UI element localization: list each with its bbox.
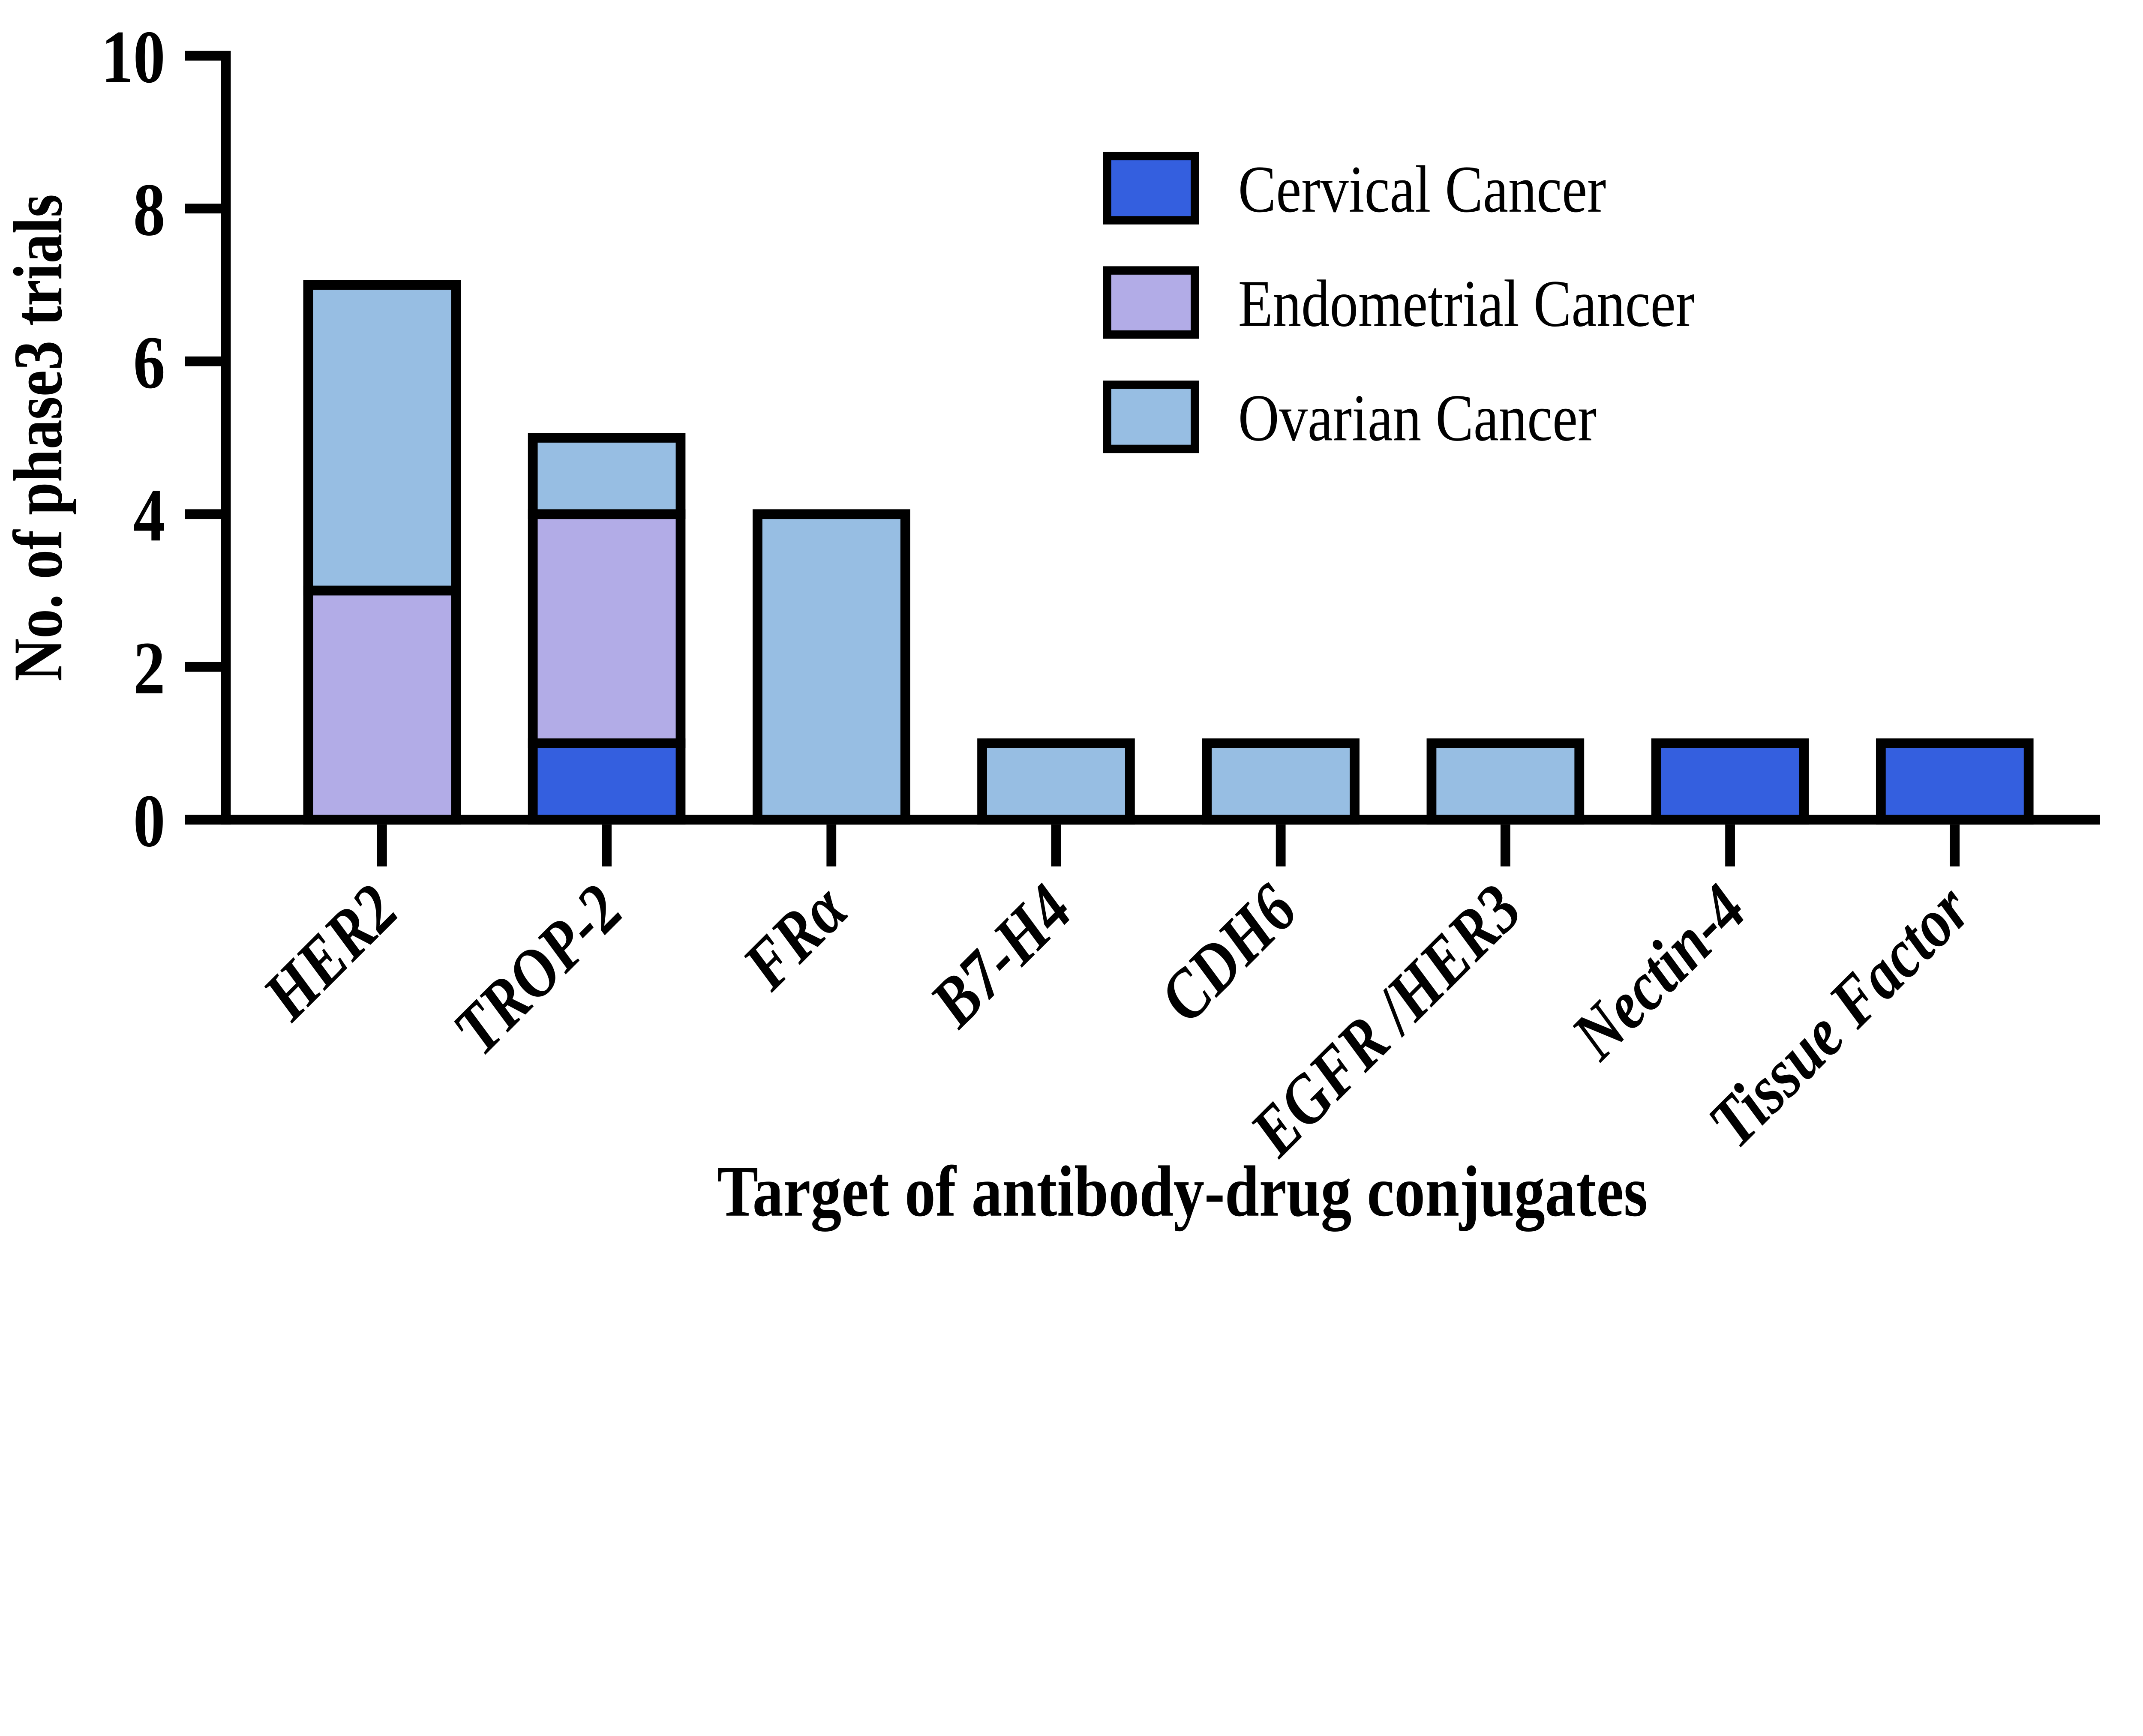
legend-swatch-endometrial — [1103, 266, 1199, 339]
x-tick — [1950, 825, 1960, 867]
bar-segment — [1876, 738, 2034, 825]
x-tick — [1276, 825, 1286, 867]
legend-label-cervical: Cervical Cancer — [1238, 153, 1606, 226]
bar-segment — [752, 509, 910, 825]
x-axis-baseline — [221, 815, 2100, 825]
y-tick — [185, 356, 221, 366]
bar-segment — [1426, 738, 1585, 825]
axes-layer: 0 2 4 6 8 10 — [101, 15, 2100, 867]
y-axis-title: No. of phase3 trials — [0, 194, 77, 681]
y-tick-label: 6 — [133, 321, 165, 405]
bar-segment — [303, 585, 461, 825]
x-tick — [1051, 825, 1061, 867]
legend-swatch-ovarian — [1103, 381, 1199, 453]
bars-layer — [303, 280, 2034, 825]
x-tick — [1725, 825, 1735, 867]
x-tick — [1500, 825, 1510, 867]
legend-item-ovarian: Ovarian Cancer — [1103, 381, 1597, 455]
x-category-label: Nectin-4 — [1556, 870, 1760, 1074]
x-category-label: FRα — [727, 869, 862, 1004]
legend-swatch-cervical — [1103, 152, 1199, 225]
y-tick-label: 0 — [133, 780, 165, 863]
bar-segment — [528, 509, 686, 748]
x-category-label: HER2 — [247, 870, 412, 1035]
x-category-label: CDH6 — [1144, 869, 1311, 1036]
y-tick-label: 8 — [133, 168, 165, 252]
x-axis-title: Target of antibody-drug conjugates — [717, 1151, 1648, 1232]
y-tick-label: 2 — [133, 627, 165, 710]
y-tick — [185, 51, 221, 61]
y-tick — [185, 204, 221, 214]
bar-segment — [977, 738, 1135, 825]
bar-segment — [528, 738, 686, 825]
bar-segment — [1202, 738, 1360, 825]
x-tick — [602, 825, 612, 867]
legend-label-ovarian: Ovarian Cancer — [1238, 381, 1597, 455]
bar-segment — [303, 280, 461, 596]
chart-figure: 0 2 4 6 8 10 HER2 TROP-2 FRα B7-H4 CDH6 EGFR /HER3… — [0, 15, 2100, 1232]
y-tick — [185, 509, 221, 519]
x-category-label: B7-H4 — [915, 870, 1087, 1042]
legend-item-cervical: Cervical Cancer — [1103, 152, 1606, 226]
bar-segment — [1651, 738, 1809, 825]
legend-item-endometrial: Endometrial Cancer — [1103, 266, 1695, 341]
x-category-label: TROP-2 — [438, 870, 637, 1069]
legend: Cervical Cancer Endometrial Cancer Ovari… — [1103, 152, 1695, 455]
legend-label-endometrial: Endometrial Cancer — [1238, 267, 1695, 341]
x-tick — [826, 825, 837, 867]
y-tick-label: 4 — [133, 474, 165, 557]
y-tick-label: 10 — [101, 15, 165, 99]
bar-segment — [528, 433, 686, 519]
y-axis-spine — [221, 51, 231, 825]
y-tick — [185, 662, 221, 672]
x-tick — [377, 825, 387, 867]
y-tick — [185, 815, 221, 825]
